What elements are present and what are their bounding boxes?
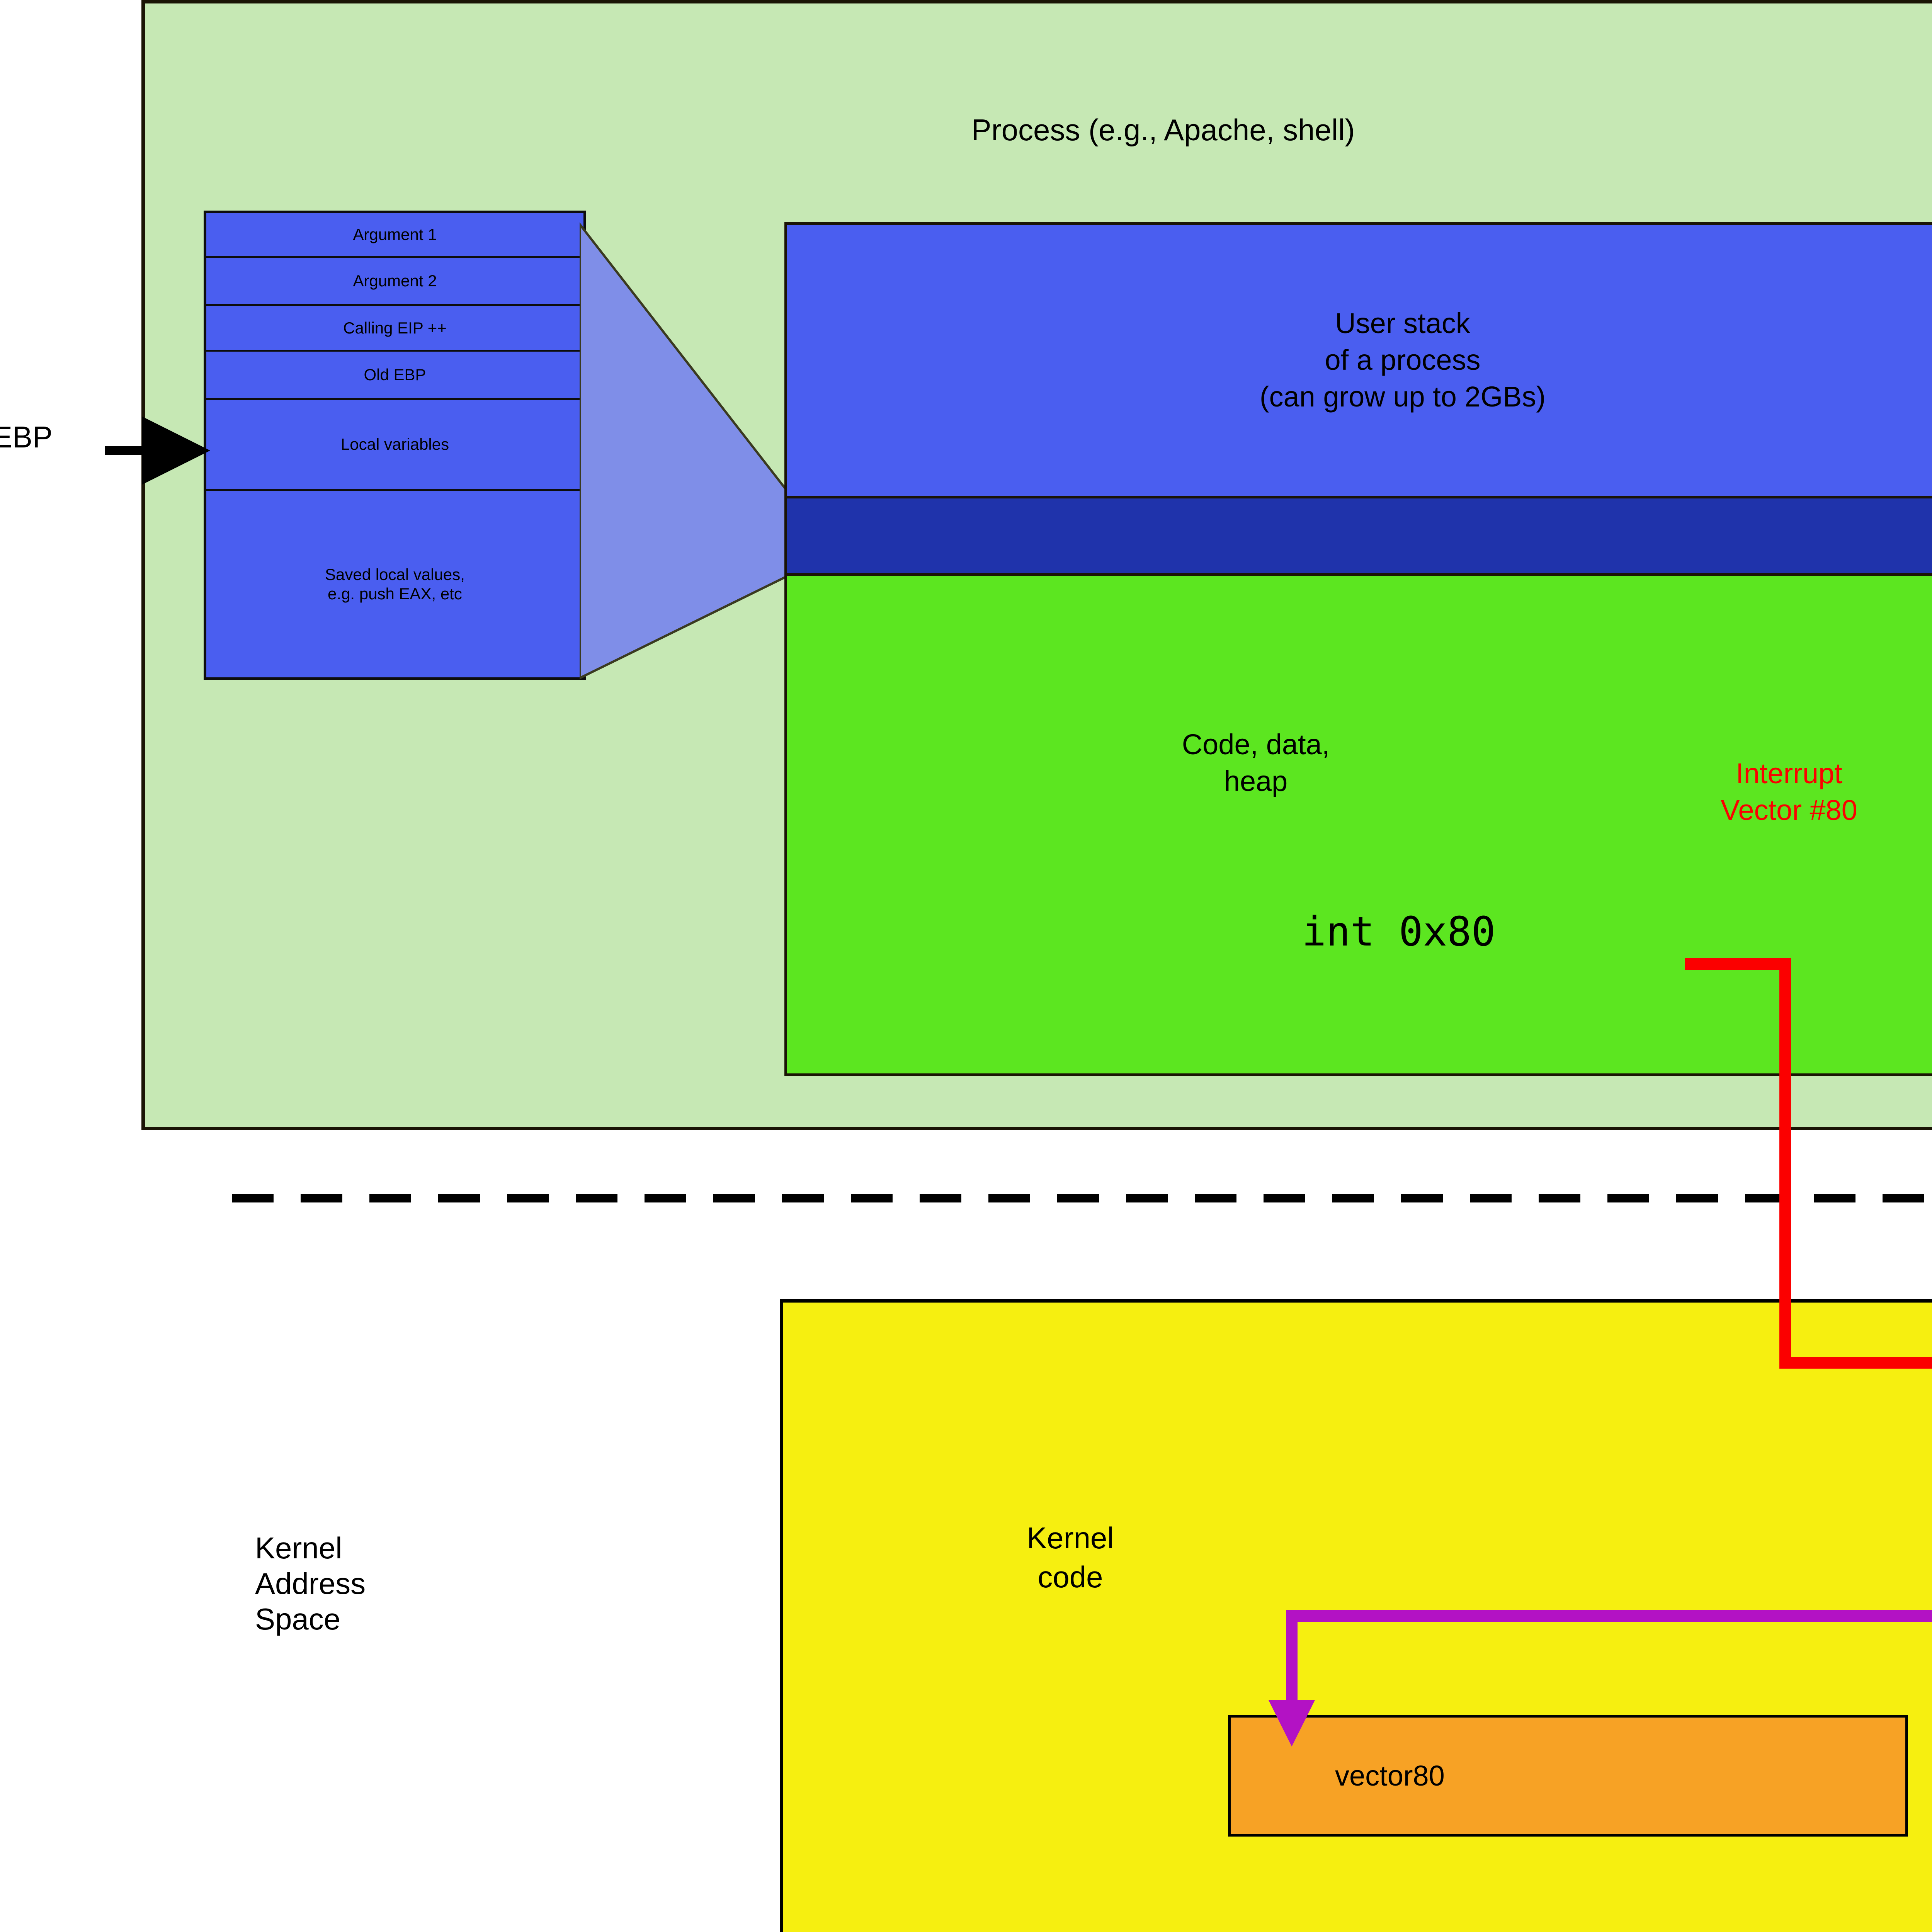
int-0x80-instruction: int 0x80 [1302,908,1496,955]
ebp-register-label: EBP [0,420,53,454]
stack-frame-row: Calling EIP ++ [206,306,583,352]
interrupt-vector-annotation: Interrupt Vector #80 [1721,757,1857,826]
stack-frame-row: Argument 2 [206,258,583,306]
vector80-handler-box: vector80 [1228,1715,1908,1837]
user-stack-box: User stack of a process (can grow up to … [784,222,1932,498]
kernel-code-label: Kernel code [1027,1521,1114,1594]
address-space-divider [232,1194,1932,1202]
stack-heap-gap-band [784,498,1932,576]
stack-frame-row: Local variables [206,400,583,491]
kernel-code-region [780,1299,1932,1932]
kernel-address-space-label: Kernel Address Space [255,1531,366,1636]
code-data-heap-label: Code, data, heap [1182,728,1330,797]
stack-frame-zoom-connector [580,222,796,680]
stack-frame-row: Argument 1 [206,213,583,258]
last-stack-frame-table: Argument 1 Argument 2 Calling EIP ++ Old… [204,211,586,680]
stack-frame-row: Saved local values, e.g. push EAX, etc [206,491,583,677]
stack-frame-row: Old EBP [206,352,583,400]
process-title: Process (e.g., Apache, shell) [971,113,1355,147]
